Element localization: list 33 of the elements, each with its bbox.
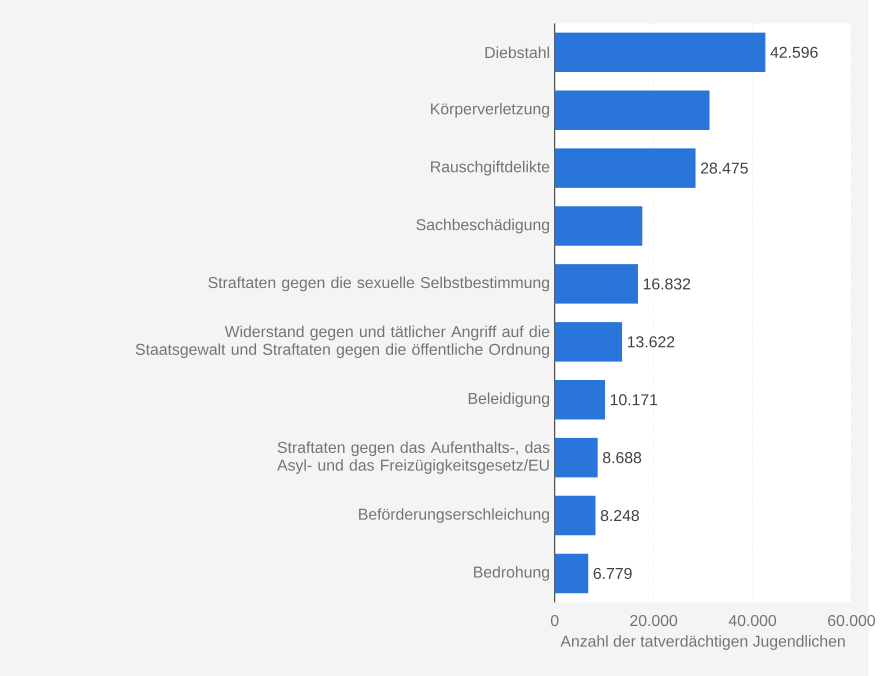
data-label: 8.248 bbox=[600, 510, 639, 522]
bar bbox=[554, 206, 642, 246]
bar bbox=[554, 264, 638, 304]
x-tick-label: 20.000 bbox=[630, 614, 678, 626]
bar bbox=[554, 438, 598, 478]
bar bbox=[554, 148, 696, 188]
data-label: 28.475 bbox=[700, 162, 748, 174]
bar bbox=[554, 380, 606, 420]
bar bbox=[554, 554, 588, 594]
y-tick-label: Diebstahl bbox=[486, 46, 549, 58]
y-tick-label: Beförderungserschleichung bbox=[359, 508, 549, 523]
y-tick-label: Bedrohung bbox=[474, 566, 550, 581]
x-tick-label: 40.000 bbox=[728, 614, 776, 626]
x-tick-label: 60.000 bbox=[828, 614, 875, 626]
data-label: 10.171 bbox=[610, 394, 658, 406]
bar bbox=[554, 322, 622, 362]
y-tick-label: Beleidigung bbox=[468, 392, 550, 408]
y-tick-label: Sachbeschädigung bbox=[416, 218, 549, 234]
y-tick-label: Widerstand gegen und tätlicher Angriff auf die Staatsgewalt und Straftaten gegen die öffentliche Ordnung bbox=[136, 326, 550, 358]
x-tick-label: 0 bbox=[550, 614, 558, 626]
bar bbox=[554, 496, 596, 536]
x-axis-title: Anzahl der tatverdächtigen Jugendlichen bbox=[560, 635, 845, 650]
data-label: 6.779 bbox=[594, 568, 632, 579]
y-tick-label: Körperverletzung bbox=[431, 102, 550, 118]
data-label: 8.688 bbox=[603, 452, 642, 464]
bar bbox=[554, 32, 766, 72]
y-tick-label: Rauschgiftdelikte bbox=[431, 160, 550, 176]
bar bbox=[554, 90, 710, 130]
y-tick-label: Straftaten gegen das Aufenthalts-, das Asyl- und das Freizügigkeitsgesetz/EU bbox=[277, 441, 550, 474]
y-tick-label: Straftaten gegen die sexuelle Selbstbestimmung bbox=[208, 276, 549, 292]
data-label: 42.596 bbox=[770, 46, 818, 58]
data-label: 13.622 bbox=[628, 336, 674, 348]
data-label: 16.832 bbox=[644, 278, 690, 290]
